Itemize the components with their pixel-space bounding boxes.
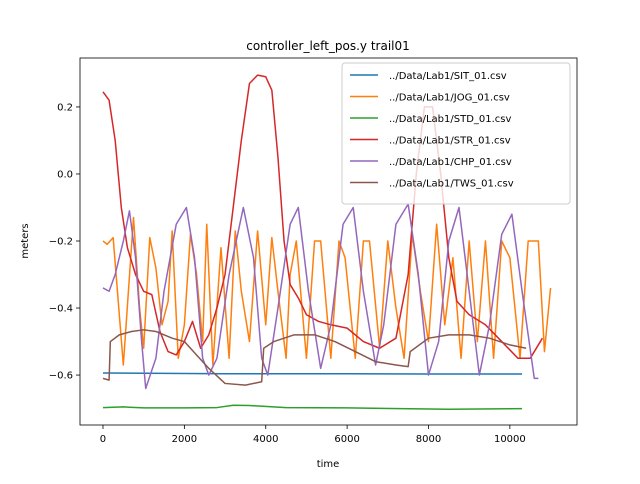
- y-tick-label: 0.2: [57, 102, 73, 113]
- legend-box: [341, 62, 571, 205]
- series-line: [102, 216, 552, 366]
- x-tick-label: 8000: [416, 434, 441, 445]
- axes-frame: [79, 57, 578, 426]
- y-tick-label: −0.2: [49, 236, 73, 247]
- chart-title: controller_left_pos.y trail01: [246, 39, 410, 53]
- y-tick-label: −0.6: [49, 371, 73, 382]
- legend-label: ../Data/Lab1/CHP_01.csv: [389, 157, 512, 168]
- series-line: [102, 329, 527, 386]
- y-tick-label: −0.4: [49, 304, 73, 315]
- legend-label: ../Data/Lab1/TWS_01.csv: [389, 179, 514, 190]
- series-line: [102, 203, 539, 390]
- x-tick-label: 4000: [253, 434, 278, 445]
- x-tick-label: 0: [100, 434, 106, 445]
- legend-label: ../Data/Lab1/SIT_01.csv: [389, 71, 507, 82]
- y-tick-label: 0.0: [57, 169, 73, 180]
- legend-label: ../Data/Lab1/STR_01.csv: [389, 136, 511, 147]
- legend-label: ../Data/Lab1/JOG_01.csv: [389, 93, 510, 104]
- x-tick-label: 2000: [172, 434, 197, 445]
- legend-label: ../Data/Lab1/STD_01.csv: [389, 114, 512, 125]
- series-line: [102, 372, 523, 375]
- x-tick-label: 10000: [494, 434, 526, 445]
- y-axis-label: meters: [20, 223, 31, 258]
- series-line: [102, 404, 523, 410]
- x-axis-label: time: [317, 459, 340, 470]
- x-tick-label: 6000: [334, 434, 359, 445]
